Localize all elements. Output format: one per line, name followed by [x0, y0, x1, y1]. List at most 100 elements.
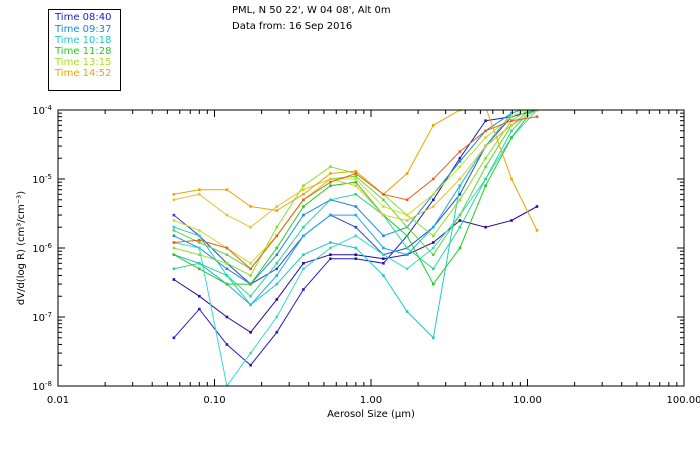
series-11-point-11: [432, 234, 435, 238]
series-line-2: [173, 110, 538, 366]
series-5-point-11: [432, 225, 435, 229]
series-11-point-4: [249, 274, 252, 277]
series-14-point-11: [432, 124, 435, 127]
series-13-point-10: [405, 219, 409, 222]
series-2-point-12: [458, 156, 462, 160]
series-13-point-1: [172, 198, 176, 202]
legend-item-0937: Time 09:37: [55, 24, 112, 35]
series-2-point-6: [302, 288, 305, 291]
series-5-point-5: [275, 274, 279, 277]
series-14-point-6: [302, 193, 305, 196]
series-13-point-2: [198, 193, 201, 196]
series-11-point-1: [172, 246, 176, 250]
series-1-point-7: [329, 253, 332, 256]
legend-item-1452: Time 14:52: [55, 68, 112, 79]
series-15-point-9: [382, 193, 385, 196]
series-3-point-1: [172, 213, 176, 217]
series-11-point-5: [275, 225, 279, 229]
series-line-6: [173, 110, 523, 339]
series-layer: [172, 103, 539, 386]
series-1-point-4: [249, 331, 252, 334]
x-axis-title: Aerosol Size (μm): [327, 409, 415, 420]
legend-item-1018: Time 10:18: [55, 35, 112, 46]
series-9-point-8: [354, 180, 358, 184]
series-13-point-15: [535, 110, 539, 112]
series-15-point-7: [329, 180, 332, 184]
series-15-point-4: [249, 267, 252, 271]
series-1-point-9: [382, 257, 385, 260]
series-2-point-8: [354, 257, 358, 260]
series-14-point-7: [329, 172, 332, 175]
series-13-point-4: [249, 225, 252, 229]
series-15-point-2: [198, 238, 201, 242]
series-14-point-8: [354, 169, 358, 173]
series-6-point-7: [329, 241, 332, 244]
series-8-point-1: [172, 267, 176, 271]
plot-frame: [57, 109, 685, 387]
series-1-point-13: [484, 225, 487, 229]
series-12-point-9: [382, 205, 385, 208]
series-14-point-14: [510, 177, 513, 181]
series-7-point-3: [225, 384, 229, 386]
series-5-point-6: [302, 234, 305, 238]
series-13-point-12: [458, 177, 462, 181]
series-13-point-13: [484, 144, 487, 148]
series-10-point-9: [382, 198, 385, 202]
data-date: Data from: 16 Sep 2016: [232, 21, 353, 32]
x-tick-label: 1.00: [360, 395, 382, 406]
x-tick-label: 100.00: [667, 395, 700, 406]
series-4-point-15: [536, 103, 539, 106]
series-8-point-5: [275, 262, 279, 265]
series-13-point-8: [354, 184, 358, 187]
series-9-point-13: [484, 184, 487, 187]
series-6-point-11: [432, 336, 435, 340]
series-15-point-11: [432, 177, 435, 181]
series-8-point-14: [510, 129, 513, 133]
series-4-point-8: [354, 205, 358, 208]
series-11-point-3: [225, 262, 229, 265]
series-6-point-5: [275, 282, 279, 286]
series-15-point-13: [484, 129, 487, 133]
series-8-point-13: [484, 177, 487, 181]
series-12-point-4: [249, 262, 252, 265]
series-7-point-6: [302, 267, 305, 271]
y-tick-label: 10-4: [32, 104, 52, 117]
series-14-point-4: [249, 205, 252, 208]
series-2-point-13: [484, 119, 487, 122]
series-3-point-8: [354, 225, 358, 229]
series-6-point-12: [458, 184, 462, 187]
y-axis-title: dV/d(log R) (cm³/cm⁻³): [16, 191, 27, 305]
series-8-point-12: [458, 225, 462, 229]
series-7-point-5: [275, 315, 279, 319]
series-6-point-8: [354, 246, 358, 250]
series-9-point-5: [275, 246, 279, 250]
series-8-point-11: [432, 267, 435, 271]
series-9-point-11: [432, 282, 435, 286]
series-10-point-13: [484, 165, 487, 169]
series-3-point-12: [458, 193, 462, 196]
series-6-point-6: [302, 253, 305, 256]
series-6-point-14: [510, 111, 513, 115]
legend: Time 08:40 Time 09:37 Time 10:18 Time 11…: [48, 9, 121, 91]
series-9-point-4: [249, 282, 252, 286]
series-1-point-1: [172, 278, 176, 281]
series-11-point-6: [302, 184, 305, 187]
series-9-point-12: [458, 246, 462, 250]
series-8-point-6: [302, 225, 305, 229]
series-7-point-11: [432, 246, 435, 250]
series-10-point-1: [172, 229, 176, 232]
series-11-point-2: [198, 253, 201, 256]
series-10-point-11: [432, 253, 435, 256]
series-1-point-12: [458, 219, 462, 222]
series-2-point-2: [198, 307, 201, 311]
series-13-point-6: [302, 188, 305, 191]
series-9-point-10: [405, 234, 409, 238]
series-2-point-1: [172, 336, 176, 340]
legend-item-0840: Time 08:40: [55, 12, 112, 23]
series-15-point-3: [225, 246, 229, 250]
series-1-point-11: [432, 241, 435, 244]
series-12-point-11: [432, 193, 435, 196]
series-5-point-9: [382, 246, 385, 250]
series-8-point-2: [198, 262, 201, 265]
